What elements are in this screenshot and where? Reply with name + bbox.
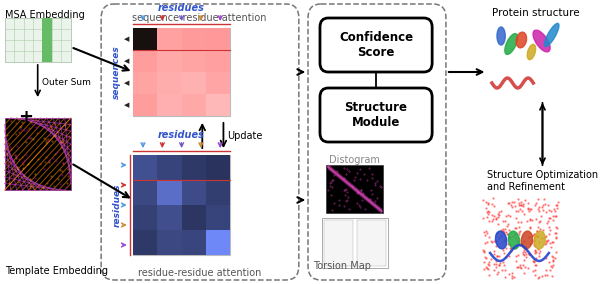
Ellipse shape: [527, 44, 536, 60]
Text: Outer Sum: Outer Sum: [42, 78, 91, 87]
FancyBboxPatch shape: [320, 18, 432, 72]
Bar: [157, 230, 182, 255]
Bar: [157, 28, 182, 50]
Text: Distogram: Distogram: [329, 155, 380, 165]
Text: Structure Optimization
and Refinement: Structure Optimization and Refinement: [487, 170, 598, 192]
Text: residues: residues: [158, 130, 205, 140]
Text: ◀: ◀: [124, 58, 130, 64]
Bar: [182, 205, 206, 230]
Bar: [206, 72, 230, 94]
Ellipse shape: [521, 231, 533, 249]
Ellipse shape: [365, 237, 374, 255]
Bar: [134, 180, 157, 205]
Bar: [326, 165, 384, 213]
Ellipse shape: [495, 231, 507, 249]
Text: sequences: sequences: [112, 45, 121, 99]
Bar: [206, 50, 230, 72]
Bar: [182, 94, 206, 116]
Bar: [157, 50, 182, 72]
Ellipse shape: [505, 34, 518, 55]
Text: ◀: ◀: [124, 102, 130, 108]
Bar: [182, 72, 206, 94]
Bar: [182, 50, 206, 72]
Bar: [134, 155, 157, 180]
Text: +: +: [18, 108, 34, 126]
Text: ◀: ◀: [124, 36, 130, 42]
Text: sequence-residue attention: sequence-residue attention: [132, 13, 267, 23]
Bar: [206, 205, 230, 230]
Text: ◀: ◀: [124, 80, 130, 86]
Bar: [182, 28, 206, 50]
Bar: [206, 94, 230, 116]
Bar: [206, 28, 230, 50]
Bar: [157, 205, 182, 230]
Text: Protein structure: Protein structure: [492, 8, 580, 18]
FancyBboxPatch shape: [320, 88, 432, 142]
Ellipse shape: [544, 23, 559, 47]
Bar: [206, 180, 230, 205]
Bar: [182, 180, 206, 205]
Bar: [157, 180, 182, 205]
Bar: [134, 205, 157, 230]
Ellipse shape: [330, 251, 339, 265]
Bar: [134, 28, 157, 50]
Bar: [324, 220, 353, 266]
Bar: [357, 220, 386, 266]
Bar: [182, 155, 206, 180]
Bar: [5, 118, 71, 190]
Bar: [5, 18, 71, 62]
Ellipse shape: [497, 27, 505, 45]
Bar: [206, 230, 230, 255]
Bar: [157, 72, 182, 94]
Text: Torsion Map: Torsion Map: [313, 261, 371, 271]
Bar: [157, 94, 182, 116]
Text: residues: residues: [158, 3, 205, 13]
Text: residues: residues: [112, 183, 121, 227]
Text: Confidence
Score: Confidence Score: [339, 31, 413, 59]
Ellipse shape: [516, 32, 526, 48]
Bar: [134, 50, 157, 72]
Text: Template Embedding: Template Embedding: [5, 266, 107, 276]
Bar: [134, 94, 157, 116]
Text: MSA Embedding: MSA Embedding: [5, 10, 84, 20]
Bar: [157, 155, 182, 180]
Bar: [206, 155, 230, 180]
Bar: [134, 28, 230, 116]
Bar: [134, 72, 157, 94]
Ellipse shape: [534, 231, 545, 249]
Bar: [182, 230, 206, 255]
Text: Structure
Module: Structure Module: [345, 101, 407, 129]
Ellipse shape: [508, 231, 520, 249]
Text: residue-residue attention: residue-residue attention: [138, 268, 261, 278]
Ellipse shape: [533, 30, 550, 52]
Text: Update: Update: [227, 131, 262, 141]
Ellipse shape: [328, 226, 342, 254]
Bar: [322, 218, 388, 268]
Bar: [134, 230, 157, 255]
Bar: [43, 18, 52, 62]
